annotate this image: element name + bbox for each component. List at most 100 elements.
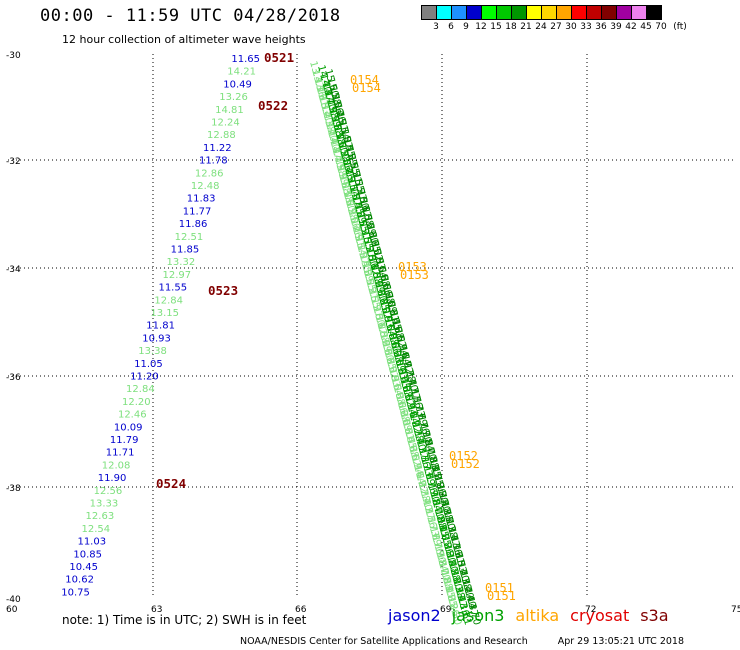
pass-time-label: 0151 [485,581,514,595]
lat-tick-label: -40 [6,595,21,605]
pass-time-label: 0523 [208,283,238,298]
wave-height-label: 12.97 [163,270,192,281]
wave-height-label: 11.83 [187,194,216,205]
scale-label: 21 [520,22,532,32]
scale-swatch [646,5,662,20]
wave-height-label: 13.33 [90,499,119,510]
lon-tick-label: 72 [585,605,596,615]
legend-jason2: jason2 [388,606,441,625]
wave-height-label: 12.24 [211,118,240,129]
scale-label: 24 [535,22,547,32]
wave-height-label: 13.32 [167,257,196,268]
lon-tick-label: 60 [6,605,18,615]
wave-height-label: 12.88 [207,130,236,141]
wave-height-label: 14.21 [227,67,256,78]
page-title: 00:00 - 11:59 UTC 04/28/2018 [40,6,341,26]
wave-height-label: 12.46 [118,410,147,421]
wave-height-label: 12.86 [195,168,224,179]
wave-height-label: 12.20 [122,397,151,408]
lon-tick-label: 66 [295,605,307,615]
wave-height-label: 11.77 [183,206,212,217]
east-track: 13.4713.1613.6113.5313.2014.3813.2014.40… [307,60,482,627]
scale-label: 70 [655,22,667,32]
scale-label: 45 [640,22,652,32]
footer-credit: NOAA/NESDIS Center for Satellite Applica… [240,636,528,647]
wave-height-label: 12.51 [175,232,204,243]
scale-label: 18 [505,22,517,32]
wave-height-label: 12.48 [191,181,220,192]
wave-height-label: 10.85 [73,549,102,560]
wave-height-label: 14.81 [215,105,244,116]
lat-tick-label: -30 [6,51,21,61]
lon-tick-label: 69 [440,605,452,615]
lat-tick-label: -32 [6,157,21,167]
lon-tick-label: 75 [731,605,740,615]
map-grid [8,54,733,598]
pass-time-label: 0152 [451,457,480,471]
scale-label: (ft) [673,22,687,32]
scale-label: 12 [475,22,487,32]
color-scale: 3 6 9 12 15 18 21 24 27 30 33 36 39 42 45 70 (ft) [421,5,740,32]
page-subtitle: 12 hour collection of altimeter wave hei… [62,33,306,46]
wave-height-label: 12.63 [86,511,115,522]
wave-height-label: 11.03 [77,537,106,548]
wave-height-label: 11.05 [134,359,163,370]
scale-label: 15 [490,22,502,32]
wave-height-label: 13.15 [150,308,179,319]
pass-time-label: 0153 [400,268,429,282]
pass-time-label: 0521 [264,50,294,65]
map-frame [8,54,733,598]
scale-label: 6 [448,22,454,32]
footer-timestamp: Apr 29 13:05:21 UTC 2018 [557,636,684,647]
pass-time-label: 0151 [487,589,516,603]
wave-height-label: 10.45 [69,562,98,573]
scale-label: 27 [550,22,562,32]
wave-height-label: 11.20 [130,372,159,383]
pass-time-label: 0524 [156,476,186,491]
wave-height-label: 12.54 [82,524,111,535]
wave-height-label: 13.38 [138,346,167,357]
wave-height-label: 12.08 [102,460,131,471]
color-scale-labels: 3 6 9 12 15 18 21 24 27 30 33 36 39 42 45 70 (ft) [421,20,740,32]
wave-height-label: 11.85 [171,245,200,256]
pass-time-label: 0152 [449,449,478,463]
scale-label: 3 [433,22,439,32]
legend-s3a: s3a [640,606,669,625]
pass-time-label: 0154 [352,81,381,95]
scale-label: 30 [565,22,577,32]
wave-height-label: 11.90 [98,473,127,484]
wave-height-label: 10.49 [223,79,252,90]
wave-height-label: 11.79 [110,435,139,446]
lon-tick-label: 63 [151,605,162,615]
scale-label: 39 [610,22,622,32]
satellite-legend: jason2 jason3 altika cryosat s3a [388,606,669,625]
scale-label: 9 [463,22,469,32]
pass-time-label: 0522 [258,98,288,113]
legend-jason3: jason3 [451,606,505,625]
footnote: note: 1) Time is in UTC; 2) SWH is in fe… [62,613,307,627]
lat-tick-label: -34 [6,265,21,275]
wave-height-label: 11.86 [179,219,208,230]
lat-tick-label: -36 [6,373,21,383]
pass-time-label: 0154 [350,73,379,87]
lat-tick-label: -38 [6,484,21,494]
color-scale-swatches [421,5,740,20]
scale-label: 42 [625,22,637,32]
pass-time-label: 0153 [398,260,427,274]
wave-height-label: 12.84 [126,384,155,395]
legend-cryosat: cryosat [570,606,630,625]
wave-height-label: 11.78 [199,156,228,167]
wave-height-label: 11.65 [231,54,260,65]
wave-height-label: 13.26 [219,92,248,103]
wave-height-label: 11.55 [158,283,187,294]
wave-height-label: 11.22 [203,143,232,154]
wave-height-label: 11.81 [146,321,175,332]
wave-height-label: 10.75 [61,587,90,598]
wave-height-label: 10.93 [142,333,171,344]
wave-height-label: 12.56 [94,486,123,497]
wave-height-label: 12.84 [154,295,183,306]
wave-height-label: 11.71 [106,448,135,459]
